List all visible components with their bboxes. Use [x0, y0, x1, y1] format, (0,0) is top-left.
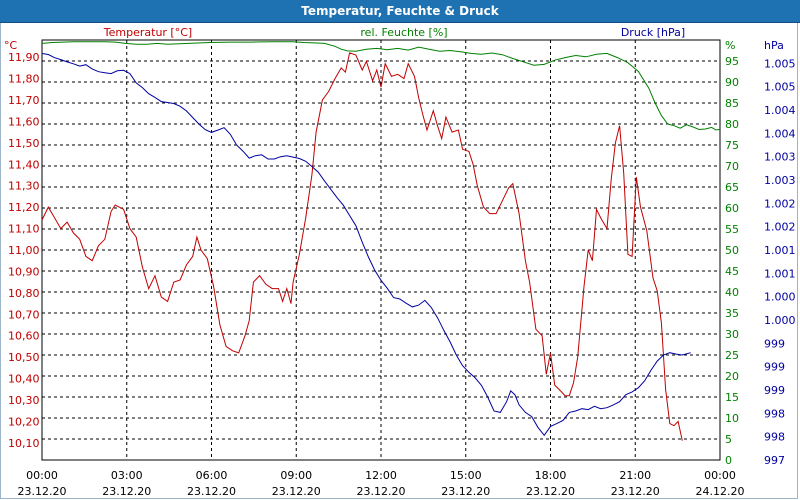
humidity-unit-label: %: [725, 39, 735, 52]
humidity-tick-label: 75: [725, 139, 739, 152]
pressure-tick-label: 1.001: [764, 267, 796, 280]
pressure-axis-title: Druck [hPa]: [621, 26, 685, 39]
temperature-tick-label: 10,30: [8, 394, 40, 407]
pressure-unit-label: hPa: [764, 39, 784, 52]
series-line-rel-feuchte: [41, 41, 721, 131]
humidity-tick-label: 95: [725, 55, 739, 68]
pressure-tick-label: 999: [764, 384, 785, 397]
x-tick-time-label: 09:00: [280, 469, 312, 482]
pressure-tick-label: 1.000: [764, 291, 796, 304]
humidity-tick-label: 65: [725, 181, 739, 194]
temperature-tick-label: 11,40: [8, 158, 40, 171]
temperature-tick-label: 10,20: [8, 415, 40, 428]
pressure-tick-label: 1.004: [764, 127, 796, 140]
temperature-tick-label: 11,90: [8, 51, 40, 64]
temperature-tick-label: 10,60: [8, 330, 40, 343]
pressure-tick-label: 1.003: [764, 174, 796, 187]
series-line-temperatur: [41, 52, 683, 441]
temperature-tick-label: 11,20: [8, 201, 40, 214]
pressure-tick-label: 1.002: [764, 197, 796, 210]
temperature-tick-label: 11,00: [8, 244, 40, 257]
plot-area-border: [41, 39, 721, 461]
temperature-tick-label: 11,30: [8, 180, 40, 193]
temperature-tick-label: 10,90: [8, 265, 40, 278]
x-tick-time-label: 00:00: [26, 469, 58, 482]
pressure-tick-label: 997: [764, 454, 785, 467]
humidity-tick-label: 5: [725, 433, 732, 446]
x-tick-date-label: 24.12.20: [696, 485, 745, 498]
humidity-tick-label: 25: [725, 349, 739, 362]
x-tick-date-label: 23.12.20: [18, 485, 67, 498]
humidity-tick-label: 40: [725, 286, 739, 299]
x-tick-date-label: 23.12.20: [526, 485, 575, 498]
pressure-tick-label: 998: [764, 407, 785, 420]
pressure-tick-label: 998: [764, 431, 785, 444]
pressure-tick-label: 1.003: [764, 151, 796, 164]
humidity-tick-label: 30: [725, 328, 739, 341]
humidity-tick-label: 10: [725, 412, 739, 425]
temperature-tick-label: 11,60: [8, 115, 40, 128]
x-tick-date-label: 23.12.20: [441, 485, 490, 498]
x-tick-date-label: 23.12.20: [187, 485, 236, 498]
temperature-tick-label: 11,50: [8, 137, 40, 150]
pressure-tick-label: 1.005: [764, 57, 796, 70]
temperature-tick-label: 10,10: [8, 437, 40, 450]
temperature-unit-label: °C: [4, 39, 18, 52]
x-tick-time-label: 18:00: [535, 469, 567, 482]
x-tick-date-label: 23.12.20: [611, 485, 660, 498]
humidity-tick-label: 80: [725, 118, 739, 131]
humidity-tick-label: 50: [725, 244, 739, 257]
humidity-tick-label: 35: [725, 307, 739, 320]
chart-title-bar: Temperatur, Feuchte & Druck: [0, 0, 800, 23]
x-tick-time-label: 15:00: [450, 469, 482, 482]
pressure-tick-label: 1.002: [764, 221, 796, 234]
pressure-tick-label: 999: [764, 337, 785, 350]
chart-title: Temperatur, Feuchte & Druck: [301, 4, 499, 18]
humidity-tick-label: 55: [725, 223, 739, 236]
temperature-tick-label: 10,50: [8, 351, 40, 364]
humidity-tick-label: 90: [725, 76, 739, 89]
pressure-tick-label: 1.005: [764, 81, 796, 94]
humidity-tick-label: 15: [725, 391, 739, 404]
humidity-tick-label: 60: [725, 202, 739, 215]
chart-frame: [0, 23, 798, 499]
x-tick-date-label: 23.12.20: [102, 485, 151, 498]
temperature-axis-title: Temperatur [°C]: [103, 26, 192, 39]
x-tick-time-label: 03:00: [111, 469, 143, 482]
x-tick-time-label: 12:00: [365, 469, 397, 482]
temperature-tick-label: 10,40: [8, 373, 40, 386]
temperature-tick-label: 11,70: [8, 94, 40, 107]
temperature-tick-label: 11,10: [8, 223, 40, 236]
x-tick-time-label: 00:00: [704, 469, 736, 482]
pressure-tick-label: 999: [764, 361, 785, 374]
humidity-tick-label: 0: [725, 454, 732, 467]
x-tick-time-label: 06:00: [196, 469, 228, 482]
temperature-tick-label: 10,70: [8, 308, 40, 321]
humidity-tick-label: 85: [725, 97, 739, 110]
temperature-tick-label: 10,80: [8, 287, 40, 300]
temperature-tick-label: 11,80: [8, 73, 40, 86]
humidity-tick-label: 70: [725, 160, 739, 173]
series-line-druck: [41, 53, 691, 437]
x-tick-time-label: 21:00: [619, 469, 651, 482]
humidity-tick-label: 45: [725, 265, 739, 278]
humidity-tick-label: 20: [725, 370, 739, 383]
pressure-tick-label: 1.004: [764, 104, 796, 117]
humidity-axis-title: rel. Feuchte [%]: [360, 26, 447, 39]
x-tick-date-label: 23.12.20: [272, 485, 321, 498]
pressure-tick-label: 1.001: [764, 244, 796, 257]
x-tick-date-label: 23.12.20: [357, 485, 406, 498]
pressure-tick-label: 1.000: [764, 314, 796, 327]
